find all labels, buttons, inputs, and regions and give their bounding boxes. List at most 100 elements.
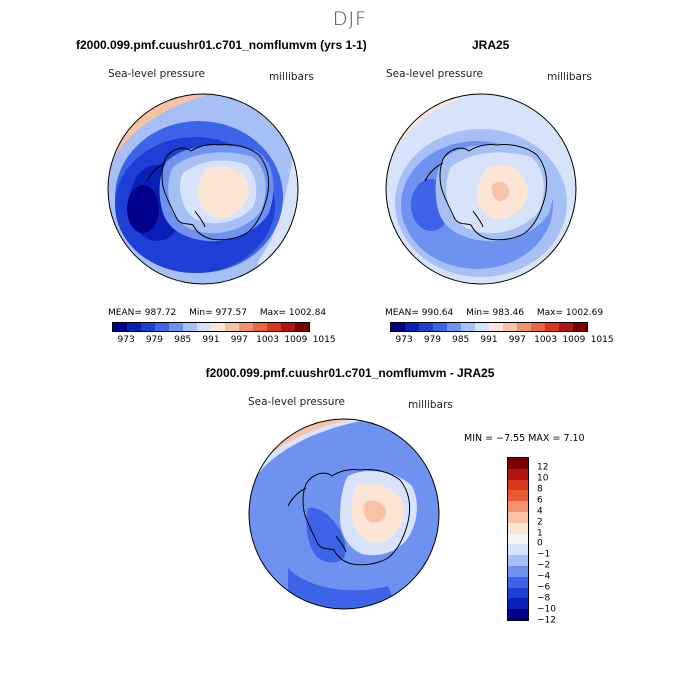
panel-1-polar-map (107, 93, 299, 285)
colorbar-tick-label: 1 (537, 528, 543, 539)
colorbar-tick-label: 997 (508, 335, 526, 345)
colorbar-swatch (405, 323, 419, 331)
colorbar-swatch (253, 323, 267, 331)
panel-2-max: Max= 1002.69 (536, 308, 604, 318)
panel-2-min: Min= 983.46 (466, 308, 524, 318)
panel-2-colorbar-labels: 973 979 985 991 997 1003 1009 1015 (390, 335, 614, 347)
colorbar-tick-label: 8 (537, 484, 543, 495)
colorbar-tick-label: −12 (537, 615, 556, 626)
panel-2-mean: MEAN= 990.64 (385, 308, 454, 318)
colorbar-tick-label: 0 (537, 538, 543, 549)
colorbar-swatch (508, 544, 528, 556)
colorbar-swatch (508, 609, 528, 620)
colorbar-swatch (508, 458, 528, 469)
colorbar-tick-label: 991 (202, 335, 220, 345)
colorbar-swatch (531, 323, 545, 331)
diff-panel-colorbar (507, 457, 529, 621)
colorbar-swatch (508, 533, 528, 545)
colorbar-swatch (295, 323, 309, 331)
colorbar-swatch (433, 323, 447, 331)
colorbar-swatch (508, 511, 528, 523)
colorbar-tick-label: 2 (537, 517, 543, 528)
colorbar-swatch (267, 323, 281, 331)
colorbar-tick-label: 6 (537, 495, 543, 506)
colorbar-tick-label: 973 (117, 335, 135, 345)
panel-2-units-label: millibars (547, 71, 592, 83)
colorbar-tick-label: 1009 (562, 335, 586, 345)
colorbar-swatch (475, 323, 489, 331)
colorbar-swatch (508, 468, 528, 480)
colorbar-swatch (155, 323, 169, 331)
colorbar-swatch (281, 323, 295, 331)
colorbar-swatch (391, 323, 405, 331)
colorbar-tick-label: −1 (537, 549, 551, 560)
colorbar-swatch (508, 501, 528, 512)
panel-2-polar-map (385, 93, 577, 285)
colorbar-tick-label: 973 (395, 335, 413, 345)
colorbar-swatch (489, 323, 503, 331)
panel-1-colorbar-labels: 973 979 985 991 997 1003 1009 1015 (112, 335, 336, 347)
colorbar-tick-label: 1015 (590, 335, 614, 345)
diff-panel-stats: MIN = −7.55 MAX = 7.10 (464, 433, 585, 444)
colorbar-swatch (169, 323, 183, 331)
panel-2-title: JRA25 (472, 38, 510, 52)
colorbar-tick-label: 979 (423, 335, 442, 345)
colorbar-tick-label: 979 (145, 335, 164, 345)
colorbar-swatch (113, 323, 127, 331)
colorbar-swatch (183, 323, 197, 331)
panel-2-colorbar (390, 322, 588, 332)
colorbar-swatch (419, 323, 433, 331)
colorbar-swatch (503, 323, 517, 331)
colorbar-swatch (508, 490, 528, 502)
diff-panel-polar-map (248, 418, 440, 610)
colorbar-swatch (508, 598, 528, 610)
diff-panel-colorbar-labels: 12 10 8 6 4 2 1 0 −1 −2 −4 −6 −8 −10 −12 (537, 457, 577, 625)
colorbar-swatch (508, 576, 528, 588)
colorbar-swatch (239, 323, 253, 331)
colorbar-swatch (211, 323, 225, 331)
colorbar-tick-label: 1003 (534, 335, 558, 345)
diff-panel-variable-label: Sea-level pressure (248, 396, 346, 408)
panel-1-title: f2000.099.pmf.cuushr01.c701_nomflumvm (y… (76, 38, 367, 52)
colorbar-tick-label: −8 (537, 593, 551, 604)
colorbar-swatch (508, 565, 528, 577)
colorbar-tick-label: 10 (537, 473, 549, 484)
colorbar-swatch (225, 323, 239, 331)
diff-panel-units-label: millibars (408, 399, 453, 411)
panel-2-stats: MEAN= 990.64 Min= 983.46 Max= 1002.69 (385, 308, 613, 318)
panel-1-variable-label: Sea-level pressure (108, 68, 206, 80)
panel-1-mean: MEAN= 987.72 (108, 308, 177, 318)
colorbar-swatch (508, 522, 528, 534)
colorbar-swatch (545, 323, 559, 331)
panel-1-max: Max= 1002.84 (259, 308, 327, 318)
colorbar-tick-label: −4 (537, 571, 551, 582)
colorbar-tick-label: −10 (537, 604, 556, 615)
panel-1-colorbar (112, 322, 310, 332)
colorbar-swatch (141, 323, 155, 331)
colorbar-tick-label: 991 (480, 335, 498, 345)
colorbar-tick-label: −6 (537, 582, 551, 593)
colorbar-tick-label: 985 (452, 335, 470, 345)
panel-1-min: Min= 977.57 (189, 308, 247, 318)
colorbar-tick-label: 1015 (312, 335, 336, 345)
panel-1-stats: MEAN= 987.72 Min= 977.57 Max= 1002.84 (108, 308, 336, 318)
colorbar-tick-label: 4 (537, 506, 543, 517)
colorbar-tick-label: 12 (537, 462, 549, 473)
colorbar-tick-label: 1009 (284, 335, 308, 345)
colorbar-swatch (127, 323, 141, 331)
colorbar-tick-label: −2 (537, 560, 551, 571)
colorbar-swatch (508, 479, 528, 491)
colorbar-swatch (517, 323, 531, 331)
colorbar-tick-label: 985 (174, 335, 192, 345)
colorbar-swatch (197, 323, 211, 331)
colorbar-swatch (573, 323, 587, 331)
colorbar-tick-label: 1003 (256, 335, 280, 345)
panel-2-variable-label: Sea-level pressure (386, 68, 484, 80)
figure-title: DJF (332, 8, 368, 30)
colorbar-swatch (508, 555, 528, 566)
colorbar-swatch (447, 323, 461, 331)
colorbar-swatch (559, 323, 573, 331)
colorbar-swatch (508, 587, 528, 599)
colorbar-tick-label: 997 (230, 335, 248, 345)
diff-panel-title: f2000.099.pmf.cuushr01.c701_nomflumvm - … (205, 366, 495, 380)
